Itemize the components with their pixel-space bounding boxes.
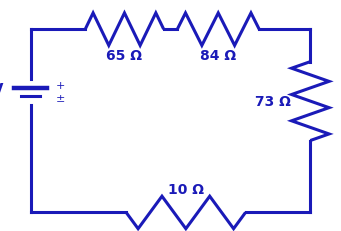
Text: 65 Ω: 65 Ω	[106, 49, 143, 62]
Text: 84 Ω: 84 Ω	[200, 49, 236, 62]
Text: 10 Ω: 10 Ω	[168, 182, 204, 196]
Text: ±: ±	[56, 94, 65, 104]
Text: 73 Ω: 73 Ω	[255, 95, 291, 109]
Text: +: +	[56, 81, 65, 91]
Text: 25 V: 25 V	[0, 83, 3, 97]
